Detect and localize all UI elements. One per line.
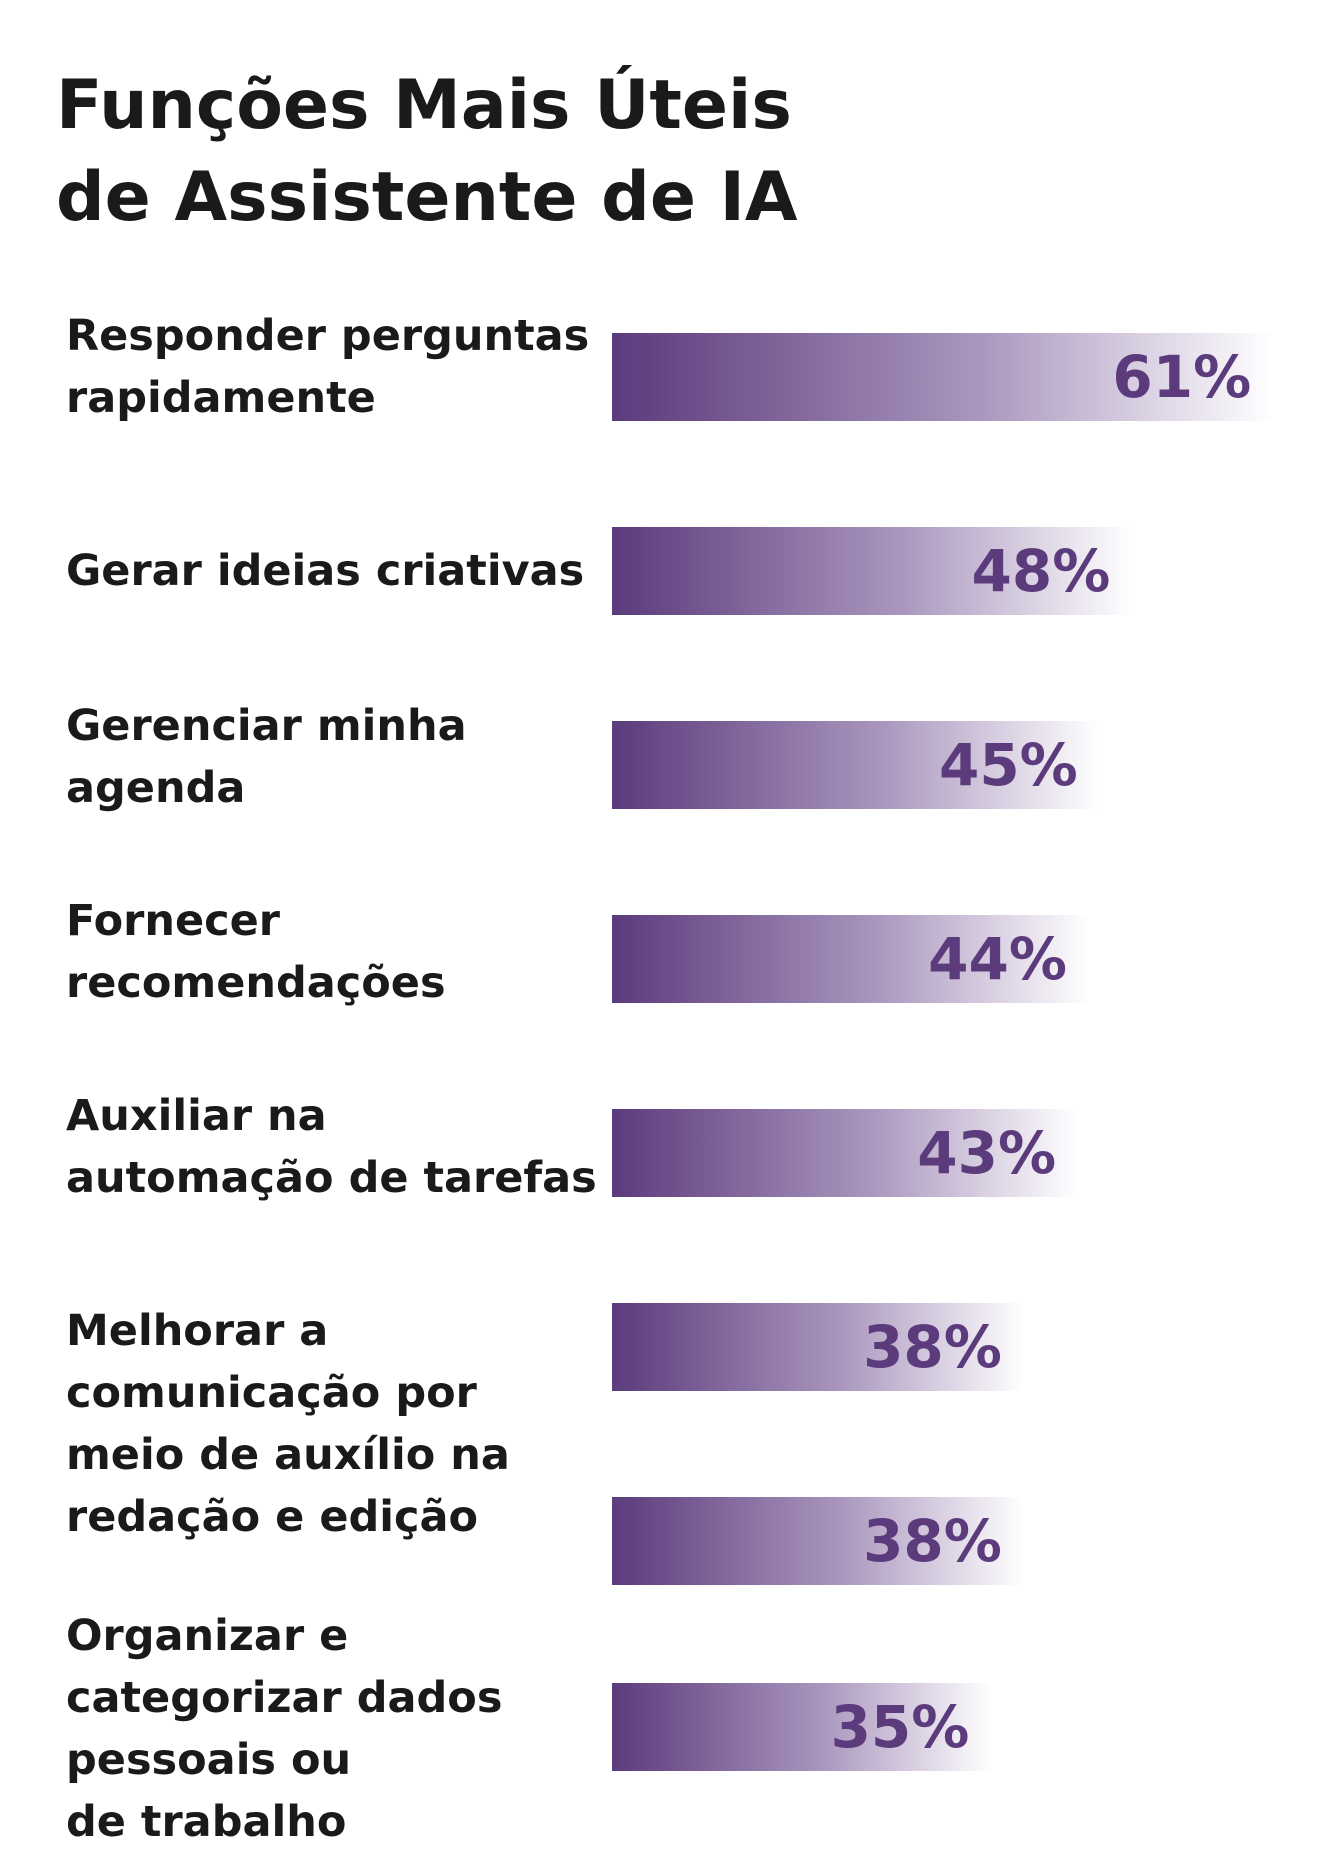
category-label-5-line-3: redação e edição (66, 1492, 478, 1542)
bar-1 (612, 527, 1133, 615)
bar-6 (612, 1497, 1024, 1585)
category-label-7-line-3: de trabalho (66, 1797, 346, 1847)
value-label-7: 35% (831, 1693, 970, 1761)
category-label-5-line-0: Melhorar a (66, 1306, 328, 1356)
chart-title-line-0: Funções Mais Úteis (56, 65, 792, 145)
value-label-2: 45% (939, 731, 1078, 799)
category-label-0-line-0: Responder perguntas (66, 311, 589, 361)
category-label-4-line-0: Auxiliar na (66, 1091, 327, 1141)
category-label-3-line-0: Fornecer (66, 896, 281, 946)
value-label-1: 48% (971, 537, 1110, 605)
value-label-5: 38% (863, 1313, 1002, 1381)
chart-title-line-1: de Assistente de IA (56, 158, 798, 237)
category-label-7-line-2: pessoais ou (66, 1735, 351, 1785)
value-label-6: 38% (863, 1507, 1002, 1575)
category-label-2-line-1: agenda (66, 763, 245, 813)
bars (612, 333, 1274, 1771)
bar-5 (612, 1303, 1024, 1391)
category-label-2-line-0: Gerenciar minha (66, 701, 467, 751)
category-label-0-line-1: rapidamente (66, 373, 376, 423)
bar-4 (612, 1109, 1079, 1197)
category-label-3-line-1: recomendações (66, 958, 446, 1008)
category-labels: Responder perguntas rapidamente Gerar idei… (66, 311, 597, 1847)
bar-2 (612, 721, 1100, 809)
category-label-5-line-1: comunicação por (66, 1368, 478, 1418)
category-label-5-line-2: meio de auxílio na (66, 1430, 510, 1480)
value-label-0: 61% (1112, 343, 1251, 411)
category-label-7-line-0: Organizar e (66, 1611, 348, 1661)
bar-3 (612, 915, 1089, 1003)
value-label-4: 43% (917, 1119, 1056, 1187)
category-label-1-line-0: Gerar ideias criativas (66, 546, 584, 596)
value-labels: 61% 48% 45% 44% 43% 38% 38% 35% (831, 343, 1252, 1761)
value-label-3: 44% (928, 925, 1067, 993)
category-label-4-line-1: automação de tarefas (66, 1153, 597, 1203)
bar-7 (612, 1683, 992, 1771)
bar-0 (612, 333, 1274, 421)
chart-title: Funções Mais Úteis de Assistente de IA (56, 65, 798, 237)
category-label-7-line-1: categorizar dados (66, 1673, 502, 1723)
